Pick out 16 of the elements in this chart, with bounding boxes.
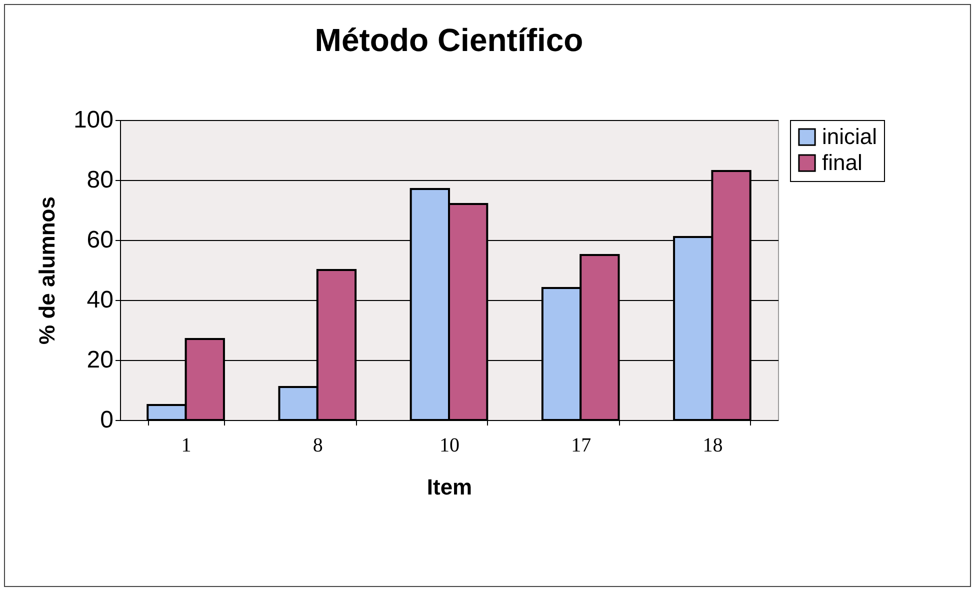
chart-title: Método Científico [314, 22, 584, 58]
y-tick-label: 100 [73, 106, 114, 134]
y-tick-label: 80 [86, 166, 114, 194]
y-tick-label: 40 [86, 286, 114, 314]
y-tick-label: 0 [100, 406, 114, 434]
legend-label: final [822, 150, 862, 175]
x-tick-label: 1 [181, 434, 192, 456]
x-tick-label: 17 [571, 434, 592, 456]
legend-label: inicial [822, 124, 878, 149]
y-tick-label: 60 [86, 226, 114, 254]
x-axis-title: Item [426, 474, 472, 500]
y-axis-title: % de alumnos [34, 196, 60, 344]
x-tick-label: 18 [702, 434, 723, 456]
y-tick-label: 20 [86, 346, 114, 374]
x-tick-label: 8 [312, 434, 323, 456]
x-tick-label: 10 [440, 434, 460, 456]
